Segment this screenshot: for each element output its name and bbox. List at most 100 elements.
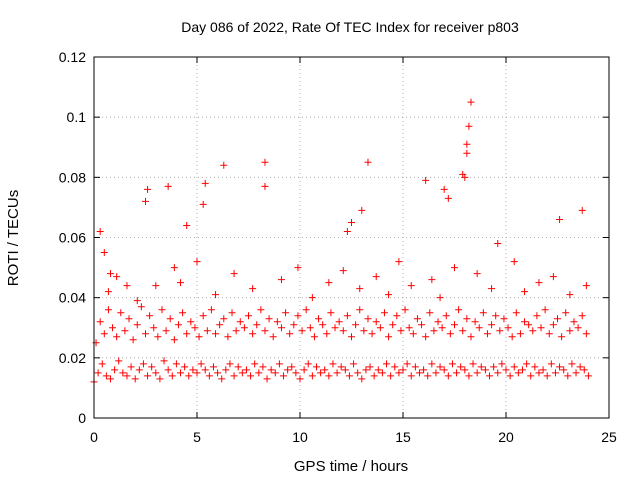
data-point (582, 282, 590, 290)
data-point (333, 369, 341, 377)
data-point (451, 321, 458, 329)
data-point (261, 327, 269, 335)
data-point (364, 158, 372, 166)
data-point (554, 315, 561, 323)
data-point (572, 369, 580, 377)
data-point (372, 318, 380, 326)
axes: 0 5 10 15 20 25 0 0.02 0.04 0.06 0.08 0.1 0.12 (59, 49, 617, 445)
data-point (249, 285, 257, 293)
data-point (492, 312, 500, 320)
data-point (242, 366, 250, 374)
data-point (179, 309, 187, 317)
plot-frame (93, 56, 610, 419)
data-point (444, 194, 452, 202)
x-tick-label: 10 (292, 429, 308, 445)
data-point (352, 321, 360, 329)
data-point (197, 360, 205, 368)
data-point (158, 306, 166, 314)
data-point (255, 369, 263, 377)
data-point (304, 360, 312, 368)
data-point (543, 372, 551, 380)
data-point (339, 327, 347, 335)
data-point (319, 321, 327, 329)
data-point (465, 122, 473, 130)
data-point (162, 327, 170, 335)
data-point (207, 306, 215, 314)
x-tick-label: 25 (601, 429, 617, 445)
data-point (100, 330, 108, 338)
data-point (302, 306, 310, 314)
data-point (201, 366, 209, 374)
data-point (125, 315, 133, 323)
data-point (372, 273, 380, 281)
data-point (284, 366, 292, 374)
data-point (395, 258, 403, 266)
data-point (436, 294, 444, 302)
data-point (370, 372, 378, 380)
data-point (195, 333, 203, 341)
data-point (236, 318, 244, 326)
data-point (123, 372, 131, 380)
data-point (459, 327, 467, 335)
data-point (440, 185, 448, 193)
data-point (193, 258, 201, 266)
data-point (218, 375, 226, 383)
data-point (100, 249, 108, 257)
data-point (249, 330, 257, 338)
data-point (164, 182, 172, 190)
y-axis-label: ROTI / TECUs (5, 190, 22, 286)
data-point (473, 369, 481, 377)
data-point (366, 363, 374, 371)
data-point (104, 288, 112, 296)
y-tick-label: 0.12 (59, 49, 86, 65)
data-point (407, 372, 415, 380)
data-point (529, 327, 537, 335)
data-point (428, 276, 436, 284)
data-point (422, 333, 430, 341)
x-tick-label: 15 (395, 429, 411, 445)
data-point (576, 363, 584, 371)
data-point (327, 309, 335, 317)
data-point (578, 312, 586, 320)
data-point (259, 363, 267, 371)
data-point (265, 315, 273, 323)
data-point (306, 324, 314, 332)
data-point (463, 149, 471, 157)
data-point (512, 309, 520, 317)
data-point (405, 324, 413, 332)
data-point (348, 218, 355, 226)
data-point (488, 285, 496, 293)
data-point (455, 306, 463, 314)
data-point (230, 372, 238, 380)
data-point (481, 366, 489, 374)
data-point (222, 366, 230, 374)
data-point (516, 330, 524, 338)
data-point (500, 315, 508, 323)
data-point (144, 372, 152, 380)
data-point (308, 294, 316, 302)
data-point (558, 333, 566, 341)
data-point (535, 369, 543, 377)
data-point (150, 324, 158, 332)
data-point (358, 206, 366, 214)
data-point (434, 318, 442, 326)
data-point (494, 369, 502, 377)
data-point (356, 285, 364, 293)
data-point (539, 366, 547, 374)
data-point (232, 327, 240, 335)
data-point (294, 264, 302, 272)
data-point (551, 369, 559, 377)
data-point (170, 264, 178, 272)
data-point (502, 366, 510, 374)
data-point (556, 363, 564, 371)
data-point (228, 309, 236, 317)
data-point (102, 372, 110, 380)
data-point (104, 306, 112, 314)
data-point (310, 333, 318, 341)
data-point (166, 315, 174, 323)
data-point (106, 375, 114, 383)
data-point (350, 360, 358, 368)
data-point (411, 363, 419, 371)
data-point (582, 330, 590, 338)
